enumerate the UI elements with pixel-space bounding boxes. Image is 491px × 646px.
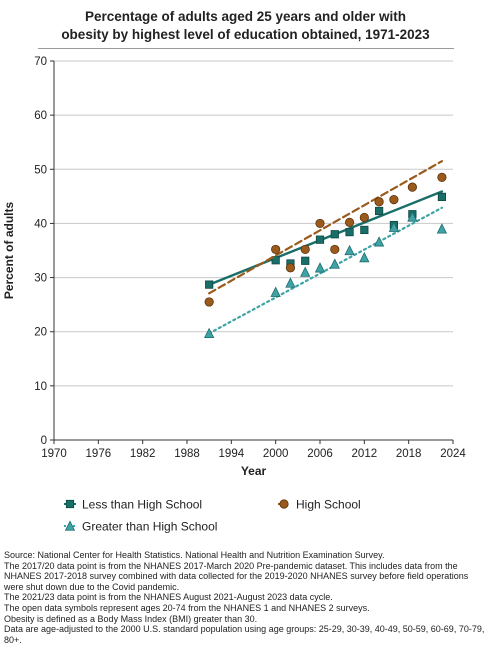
- y-tick-label: 10: [34, 381, 47, 393]
- x-tick-label: 1970: [41, 448, 67, 460]
- data-point: [359, 251, 370, 263]
- legend-label: High School: [296, 498, 361, 512]
- y-tick-label: 70: [34, 56, 47, 68]
- data-point: [301, 256, 310, 265]
- data-point: [300, 266, 311, 277]
- x-tick-label: 2012: [352, 448, 378, 460]
- data-point: [330, 230, 339, 239]
- footnote-2017-20: The 2017/20 data point is from the NHANE…: [4, 560, 469, 592]
- data-point: [407, 182, 417, 192]
- data-point: [374, 197, 384, 207]
- x-tick-label: 2024: [440, 448, 466, 460]
- data-point: [359, 212, 369, 223]
- data-point: [205, 280, 214, 289]
- data-point: [300, 244, 310, 255]
- chart-title-line-1: Percentage of adults aged 25 years and o…: [84, 9, 407, 24]
- data-point: [373, 236, 385, 247]
- data-point: [285, 263, 296, 273]
- x-tick-label: 1988: [174, 448, 200, 460]
- y-axis-title: Percent of adults: [2, 202, 16, 300]
- legend-label: Less than High School: [82, 498, 202, 512]
- series-triangle: [204, 206, 448, 338]
- data-point: [389, 195, 399, 205]
- trend-line: [207, 190, 444, 286]
- data-point: [437, 192, 447, 201]
- data-point: [344, 217, 355, 227]
- data-point: [315, 235, 325, 244]
- chart-area: 0 10 20 30 40 50 60 70 1970 1976 1982 1988 1994 2000 2…: [2, 56, 466, 534]
- data-point: [345, 227, 354, 237]
- footnotes: Source: National Center for Health Stati…: [4, 550, 488, 645]
- legend-item: Less than High School: [64, 498, 202, 512]
- data-point: [271, 256, 280, 265]
- x-tick-label: 1976: [86, 448, 112, 460]
- data-point: [375, 206, 384, 216]
- data-point: [314, 262, 326, 273]
- y-tick-label: 20: [34, 327, 47, 339]
- x-tick-label: 2000: [263, 448, 289, 460]
- data-point: [360, 225, 369, 235]
- x-tick-label: 2018: [396, 448, 422, 460]
- footnote-age-adjustment: Data are age-adjusted to the 2000 U.S. s…: [4, 624, 485, 645]
- trend-line: [208, 206, 444, 335]
- legend-item: Greater than High School: [64, 520, 217, 534]
- x-tick-label: 1994: [219, 448, 245, 460]
- footnote-obesity-definition: Obesity is defined as a Body Mass Index …: [4, 613, 258, 624]
- chart-title: Percentage of adults aged 25 years and o…: [0, 8, 491, 44]
- x-axis-title: Year: [241, 464, 267, 478]
- data-point: [436, 223, 448, 234]
- data-point: [329, 258, 340, 269]
- data-point: [204, 327, 215, 338]
- data-point: [407, 211, 418, 222]
- y-tick-label: 40: [34, 218, 47, 230]
- legend-label: Greater than High School: [82, 520, 217, 534]
- x-tick-label: 1982: [130, 448, 156, 460]
- series-circle: [204, 160, 447, 307]
- legend-marker: [279, 499, 289, 509]
- data-point: [330, 244, 340, 255]
- data-point: [344, 244, 355, 256]
- footnote-open-symbols: The open data symbols represent ages 20-…: [4, 602, 370, 613]
- footnote-2021-23: The 2021/23 data point is from the NHANE…: [4, 592, 333, 603]
- data-point: [388, 221, 400, 232]
- x-tick-label: 2006: [307, 448, 333, 460]
- data-point: [204, 297, 214, 307]
- title-divider: [38, 48, 454, 49]
- data-point: [285, 277, 296, 288]
- data-point: [270, 286, 281, 297]
- data-point: [271, 244, 281, 255]
- data-point: [315, 218, 325, 229]
- y-tick-label: 60: [34, 110, 47, 122]
- data-point: [437, 172, 447, 183]
- legend-item: High School: [278, 498, 361, 512]
- legend-marker: [64, 520, 76, 531]
- trend-line: [208, 160, 444, 295]
- chart-title-line-2: obesity by highest level of education ob…: [61, 27, 430, 42]
- footnote-source: Source: National Center for Health Stati…: [4, 550, 385, 560]
- y-tick-label: 30: [34, 273, 47, 285]
- y-tick-label: 0: [41, 435, 47, 447]
- y-tick-label: 50: [34, 164, 47, 176]
- legend-marker: [65, 499, 75, 509]
